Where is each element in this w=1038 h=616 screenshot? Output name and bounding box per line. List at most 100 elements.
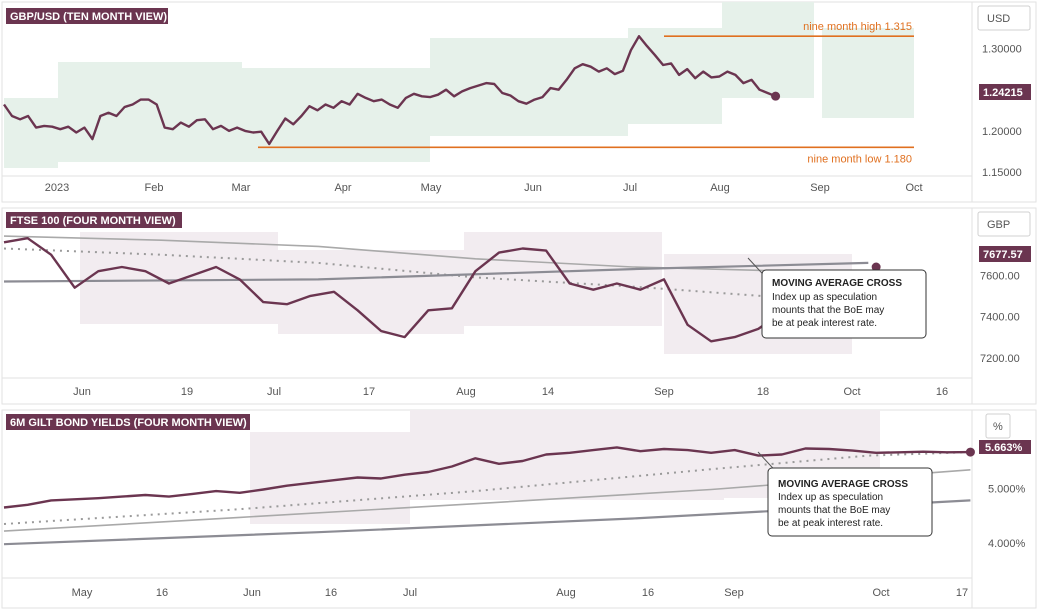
p2-x-tick-0: Jun [73, 386, 91, 398]
ftse-y-axis: 7600.00 7400.00 7200.00 [980, 270, 1020, 364]
p2-x-tick-4: Aug [456, 386, 476, 398]
p1-x-tick-6: Jul [623, 182, 637, 194]
p2-price-line [3, 236, 878, 343]
gilt-series [3, 446, 975, 509]
p2-x-tick-3: 17 [363, 386, 375, 398]
p1-x-tick-7: Aug [710, 182, 730, 194]
p1-y-tick-0: 1.30000 [982, 44, 1022, 56]
p1-band-6 [822, 28, 914, 118]
p2-x-tick-5: 14 [542, 386, 554, 398]
p1-x-tick-8: Sep [810, 182, 830, 194]
p1-price-line [3, 35, 777, 146]
gilt-annotation-line-2: mounts that the BoE may [778, 505, 890, 516]
p1-band-1 [58, 62, 242, 162]
p2-band-0 [80, 232, 278, 324]
p2-y-tick-2: 7200.00 [980, 353, 1020, 365]
gbpusd-price-label: 1.24215 [979, 84, 1031, 100]
ftse-series [3, 236, 881, 343]
p2-x-tick-1: 19 [181, 386, 193, 398]
gilt-annotation-title: MOVING AVERAGE CROSS [778, 479, 908, 490]
gilt-annotation: MOVING AVERAGE CROSS Index up as specula… [757, 451, 933, 537]
p3-price-line [3, 446, 971, 509]
gilt-x-axis: May 16 Jun 16 Jul Aug 16 Sep Oct 17 [72, 587, 969, 599]
p2-x-tick-2: Jul [267, 386, 281, 398]
p3-x-tick-1: 16 [156, 587, 168, 599]
p1-x-tick-5: Jun [524, 182, 542, 194]
p2-y-tick-0: 7600.00 [980, 270, 1020, 282]
p1-x-tick-4: May [421, 182, 442, 194]
gbpusd-title: GBP/USD (TEN MONTH VIEW) [6, 8, 168, 24]
gbpusd-high-low-lines: nine month high 1.315 nine month low 1.18… [258, 21, 914, 165]
p2-x-tick-6: Sep [654, 386, 674, 398]
gbpusd-title-text: GBP/USD (TEN MONTH VIEW) [10, 11, 167, 23]
p2-x-tick-8: Oct [843, 386, 860, 398]
nine-month-high-label: nine month high 1.315 [803, 21, 912, 33]
gilt-price-label: 5.663% [979, 440, 1031, 454]
p1-band-2 [242, 68, 430, 162]
p3-y-tick-0: 5.000% [988, 483, 1026, 495]
ftse-price-label: 7677.57 [979, 246, 1031, 262]
nine-month-low-label: nine month low 1.180 [807, 153, 912, 165]
gilt-title-text: 6M GILT BOND YIELDS (FOUR MONTH VIEW) [10, 417, 247, 429]
gilt-annotation-line-1: Index up as speculation [778, 492, 883, 503]
p3-x-tick-2: Jun [243, 587, 261, 599]
p3-last-point [965, 447, 975, 457]
p1-band-5 [722, 2, 814, 98]
p3-x-tick-3: 16 [325, 587, 337, 599]
gbpusd-unit: USD [987, 13, 1010, 25]
gbpusd-range-bands [4, 2, 914, 168]
p1-x-tick-9: Oct [905, 182, 922, 194]
gbpusd-last-value: 1.24215 [983, 87, 1023, 99]
p3-y-tick-1: 4.000% [988, 538, 1026, 550]
ftse-x-axis: Jun 19 Jul 17 Aug 14 Sep 18 Oct 16 [73, 386, 948, 398]
p1-band-3 [430, 38, 628, 136]
p3-x-tick-4: Jul [403, 587, 417, 599]
p1-x-tick-0: 2023 [45, 182, 69, 194]
p1-band-0 [4, 98, 58, 168]
p2-x-tick-7: 18 [757, 386, 769, 398]
gbpusd-panel: nine month high 1.315 nine month low 1.18… [1, 1, 1037, 203]
ftse-annotation-line-3: be at peak interest rate. [772, 318, 877, 329]
p1-x-tick-2: Mar [232, 182, 251, 194]
gbpusd-series [3, 35, 781, 146]
p2-y-tick-1: 7400.00 [980, 312, 1020, 324]
p3-band-2 [566, 410, 724, 500]
ftse-unit-box: GBP [977, 211, 1031, 237]
gilt-annotation-line-3: be at peak interest rate. [778, 518, 883, 529]
ftse-annotation-line-2: mounts that the BoE may [772, 305, 884, 316]
p2-band-2 [464, 232, 662, 326]
gilt-title: 6M GILT BOND YIELDS (FOUR MONTH VIEW) [6, 414, 250, 430]
p3-x-tick-6: 16 [642, 587, 654, 599]
p1-y-tick-3: 1.15000 [982, 167, 1022, 179]
p1-x-tick-3: Apr [334, 182, 351, 194]
gilt-last-value: 5.663% [985, 442, 1023, 454]
ftse-title-text: FTSE 100 (FOUR MONTH VIEW) [10, 215, 176, 227]
p1-x-tick-1: Feb [145, 182, 164, 194]
p2-last-point [871, 262, 881, 272]
gilt-unit-box: % [985, 413, 1011, 439]
ftse-annotation: MOVING AVERAGE CROSS Index up as specula… [747, 257, 927, 339]
p3-ma-line-1 [3, 451, 971, 525]
p3-x-tick-8: Oct [872, 587, 889, 599]
gbpusd-x-axis: 2023 Feb Mar Apr May Jun Jul Aug Sep Oct [45, 182, 923, 194]
p2-x-tick-9: 16 [936, 386, 948, 398]
gilt-panel: May 16 Jun 16 Jul Aug 16 Sep Oct 17 5.000%4.000% … [1, 409, 1037, 609]
p1-band-4 [628, 28, 722, 124]
p3-x-tick-9: 17 [956, 587, 968, 599]
p1-last-point [771, 91, 781, 101]
ftse-annotation-title: MOVING AVERAGE CROSS [772, 278, 902, 289]
p3-x-tick-0: May [72, 587, 93, 599]
gilt-y-axis: 5.000% 4.000% [988, 483, 1026, 550]
p1-y-tick-2: 1.20000 [982, 126, 1022, 138]
gilt-unit: % [993, 421, 1003, 433]
ftse-annotation-line-1: Index up as speculation [772, 292, 877, 303]
ftse-last-value: 7677.57 [983, 249, 1023, 261]
ftse-unit: GBP [987, 219, 1010, 231]
gbpusd-unit-box: USD [977, 5, 1031, 31]
p2-band-1 [278, 250, 464, 334]
ftse-panel: Jun 19 Jul 17 Aug 14 Sep 18 Oct 16 7600.00 7400.00… [1, 207, 1037, 405]
ftse-title: FTSE 100 (FOUR MONTH VIEW) [6, 212, 182, 228]
p3-x-tick-5: Aug [556, 587, 576, 599]
ftse-range-bands [80, 232, 852, 354]
